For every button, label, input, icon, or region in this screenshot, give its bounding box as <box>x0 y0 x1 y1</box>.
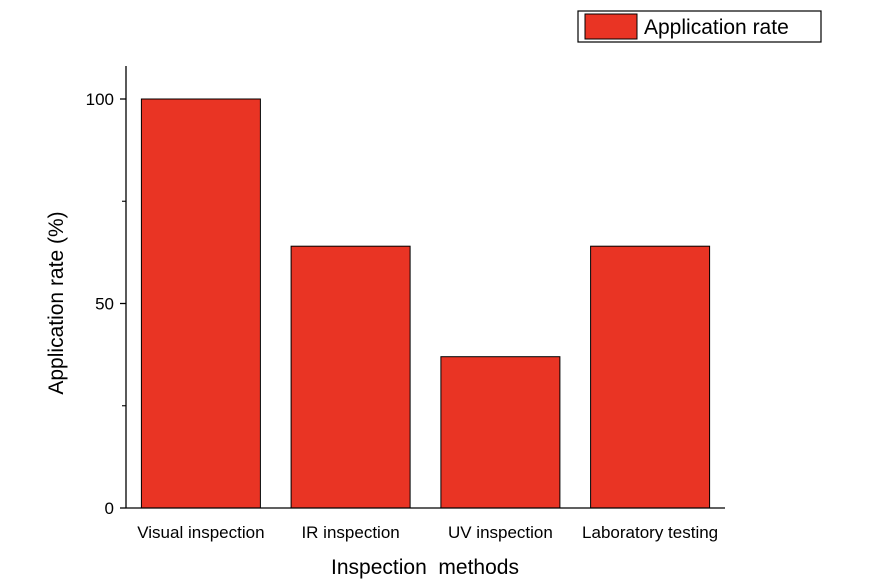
bar-laboratory-testing <box>590 245 711 509</box>
x-axis-tick-labels: Visual inspection IR inspection UV inspect… <box>137 523 718 542</box>
legend: Application rate <box>577 10 822 43</box>
x-axis-title: Inspection methods <box>331 556 519 579</box>
y-axis-title: Application rate (%) <box>45 211 68 394</box>
x-tick-label: Laboratory testing <box>582 523 718 542</box>
y-tick-label: 0 <box>105 499 114 518</box>
bar-ir-inspection <box>290 245 411 509</box>
legend-swatch <box>584 13 638 40</box>
legend-label: Application rate <box>644 16 789 39</box>
x-tick-label: IR inspection <box>301 523 399 542</box>
y-axis-ticks: 0 50 100 <box>86 90 126 518</box>
bar-uv-inspection <box>440 356 561 509</box>
x-tick-label: UV inspection <box>448 523 553 542</box>
y-tick-label: 50 <box>95 295 114 314</box>
bars-group <box>140 98 711 509</box>
x-tick-label: Visual inspection <box>137 523 264 542</box>
bar-visual-inspection <box>140 98 261 509</box>
y-tick-label: 100 <box>86 90 114 109</box>
